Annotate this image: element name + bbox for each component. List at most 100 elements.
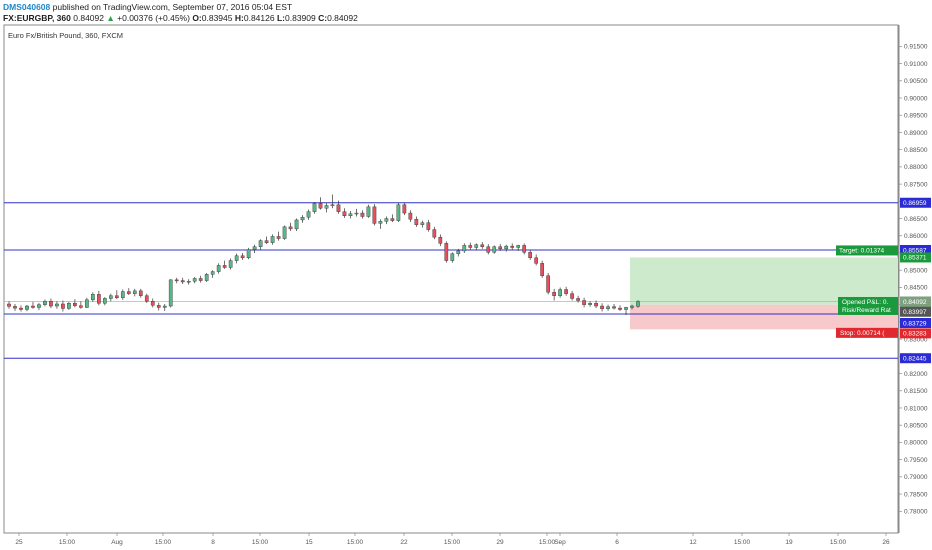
candle[interactable]: [324, 205, 329, 209]
candle[interactable]: [432, 229, 437, 238]
candle[interactable]: [150, 301, 155, 306]
candle[interactable]: [186, 281, 191, 283]
candle[interactable]: [210, 271, 215, 275]
pnl-label-box[interactable]: [838, 296, 898, 315]
candle[interactable]: [354, 212, 359, 215]
candle[interactable]: [204, 274, 209, 281]
candle[interactable]: [162, 305, 167, 308]
candle[interactable]: [450, 253, 455, 261]
candle[interactable]: [540, 263, 544, 276]
candle[interactable]: [564, 289, 568, 294]
candle[interactable]: [216, 265, 221, 272]
candle[interactable]: [348, 213, 353, 217]
candle[interactable]: [414, 219, 419, 225]
candle[interactable]: [91, 294, 95, 301]
candle[interactable]: [222, 265, 227, 268]
candle[interactable]: [330, 204, 335, 206]
candle[interactable]: [402, 204, 407, 214]
candle[interactable]: [198, 278, 203, 281]
candle[interactable]: [312, 203, 317, 212]
candle[interactable]: [408, 212, 413, 220]
candle[interactable]: [420, 222, 425, 225]
stop-label-box[interactable]: [836, 327, 898, 338]
candle[interactable]: [37, 304, 41, 308]
candle[interactable]: [504, 245, 509, 250]
candle[interactable]: [156, 305, 161, 308]
candle[interactable]: [85, 299, 89, 308]
candle[interactable]: [31, 305, 35, 308]
target-label-box[interactable]: [836, 245, 898, 256]
candle[interactable]: [576, 298, 580, 301]
candle[interactable]: [444, 243, 449, 261]
candle[interactable]: [582, 300, 586, 305]
candle[interactable]: [384, 218, 389, 222]
candle[interactable]: [108, 295, 113, 299]
candle[interactable]: [144, 295, 149, 302]
candle[interactable]: [618, 307, 622, 310]
candle[interactable]: [306, 211, 311, 218]
candle[interactable]: [49, 301, 53, 307]
candle[interactable]: [606, 306, 610, 309]
candle[interactable]: [342, 211, 347, 217]
candle[interactable]: [282, 226, 287, 239]
candle[interactable]: [19, 307, 23, 310]
candle[interactable]: [300, 216, 305, 221]
candle[interactable]: [528, 252, 533, 259]
candle[interactable]: [168, 279, 173, 307]
candle[interactable]: [270, 236, 275, 243]
candle[interactable]: [234, 255, 239, 261]
candle[interactable]: [132, 290, 137, 294]
candle[interactable]: [624, 307, 628, 310]
candle[interactable]: [546, 275, 550, 293]
candle[interactable]: [630, 305, 634, 308]
candle[interactable]: [103, 298, 107, 304]
candle[interactable]: [138, 290, 143, 296]
candle[interactable]: [180, 280, 185, 283]
candle[interactable]: [396, 204, 401, 221]
candle[interactable]: [570, 293, 574, 299]
candle[interactable]: [318, 203, 323, 209]
candle[interactable]: [366, 206, 371, 217]
candle[interactable]: [360, 212, 365, 217]
candle[interactable]: [120, 291, 125, 298]
candle[interactable]: [97, 294, 101, 304]
candle[interactable]: [516, 245, 521, 248]
author-name[interactable]: DMS040608: [3, 2, 51, 12]
candle[interactable]: [288, 226, 293, 230]
candle[interactable]: [336, 204, 341, 212]
candle[interactable]: [378, 221, 383, 224]
candle[interactable]: [264, 240, 269, 243]
candle[interactable]: [294, 219, 299, 230]
candle[interactable]: [522, 245, 527, 253]
candle[interactable]: [276, 236, 281, 239]
candle[interactable]: [612, 306, 616, 309]
candle[interactable]: [43, 301, 47, 305]
candle[interactable]: [372, 206, 377, 224]
candle[interactable]: [462, 245, 467, 252]
candle[interactable]: [126, 291, 131, 294]
candle[interactable]: [480, 244, 485, 247]
candle[interactable]: [13, 306, 17, 309]
candle[interactable]: [252, 246, 257, 250]
candle[interactable]: [510, 245, 515, 248]
candle[interactable]: [558, 289, 562, 296]
candle[interactable]: [174, 279, 179, 282]
candle[interactable]: [600, 305, 604, 309]
candle[interactable]: [426, 222, 431, 230]
candle[interactable]: [486, 246, 491, 253]
candle[interactable]: [192, 278, 197, 282]
candle[interactable]: [390, 218, 395, 221]
candle[interactable]: [61, 303, 65, 309]
candle[interactable]: [594, 303, 598, 307]
candle[interactable]: [228, 260, 233, 268]
candle[interactable]: [588, 303, 592, 305]
candle[interactable]: [492, 246, 497, 253]
candle[interactable]: [246, 249, 251, 259]
candle[interactable]: [67, 303, 71, 309]
candle[interactable]: [468, 245, 473, 248]
candle[interactable]: [552, 292, 556, 296]
candle[interactable]: [534, 257, 539, 264]
candle[interactable]: [474, 244, 479, 248]
candle[interactable]: [114, 295, 119, 298]
